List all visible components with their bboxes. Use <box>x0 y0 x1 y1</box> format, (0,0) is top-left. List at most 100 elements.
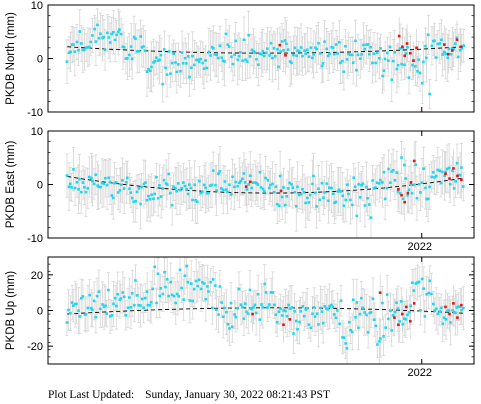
data-point <box>81 295 85 298</box>
data-point <box>325 307 328 310</box>
data-point <box>231 175 234 179</box>
data-point <box>162 178 166 182</box>
data-point <box>145 290 149 293</box>
data-point <box>441 170 444 174</box>
data-point <box>441 322 445 326</box>
data-point <box>403 317 406 320</box>
data-point <box>145 198 149 202</box>
data-point <box>321 321 325 325</box>
data-point <box>255 182 258 185</box>
red-data-point <box>452 167 455 170</box>
data-point <box>193 183 196 187</box>
data-point <box>143 296 147 300</box>
data-point <box>328 186 331 190</box>
data-point <box>396 63 400 67</box>
data-point <box>406 45 409 49</box>
data-point <box>196 284 200 288</box>
data-point <box>254 311 258 315</box>
y-tick-label: 10 <box>31 0 43 12</box>
y-axis-label: PKDB North (mm) <box>5 12 17 105</box>
data-point <box>279 307 282 311</box>
red-data-point <box>282 323 285 327</box>
data-point <box>148 303 152 307</box>
red-data-point <box>278 43 282 47</box>
data-point <box>318 198 322 202</box>
data-point <box>342 204 346 208</box>
y-axis-label: PKDB Up (mm) <box>5 271 17 350</box>
data-point <box>214 183 217 187</box>
data-point <box>293 310 296 313</box>
red-data-point <box>415 46 418 50</box>
data-point <box>170 293 174 297</box>
data-point <box>147 67 150 71</box>
data-point <box>264 51 268 55</box>
data-point <box>314 191 317 195</box>
data-point <box>75 181 79 184</box>
data-point <box>311 182 314 186</box>
data-point <box>269 183 272 187</box>
data-point <box>269 41 273 45</box>
data-point <box>158 58 161 62</box>
data-point <box>256 292 260 296</box>
data-point <box>163 270 166 274</box>
data-point <box>296 327 299 331</box>
data-point <box>114 181 118 184</box>
data-point <box>223 306 226 310</box>
data-point <box>234 180 237 184</box>
data-point <box>130 196 134 200</box>
data-point <box>374 61 378 65</box>
data-point <box>65 321 69 324</box>
data-point <box>363 47 367 51</box>
data-point <box>196 58 200 62</box>
data-point <box>81 48 85 52</box>
data-point <box>206 285 209 288</box>
data-point <box>167 50 171 53</box>
data-point <box>152 61 155 64</box>
data-point <box>113 38 117 42</box>
data-point <box>140 185 143 189</box>
data-point <box>252 306 255 309</box>
data-point <box>284 309 287 313</box>
data-point <box>140 46 144 49</box>
data-point <box>378 56 381 60</box>
data-point <box>110 194 114 197</box>
red-data-point <box>248 180 252 184</box>
data-point <box>146 303 150 307</box>
data-point <box>201 190 204 194</box>
red-data-point <box>397 323 400 327</box>
data-point <box>244 58 247 62</box>
panel-2: 10 0 -10 2022 PKDB East (mm) <box>5 126 475 253</box>
data-point <box>218 170 222 173</box>
data-point <box>91 179 94 183</box>
data-point <box>202 282 206 285</box>
data-point <box>112 30 115 34</box>
red-data-point <box>412 302 416 305</box>
data-point <box>180 186 184 190</box>
red-data-point <box>460 303 463 307</box>
data-point <box>430 175 434 179</box>
data-point <box>334 316 338 320</box>
data-point <box>128 53 131 57</box>
data-point <box>148 197 152 201</box>
data-point <box>204 186 208 190</box>
data-point <box>209 280 212 284</box>
data-point <box>396 190 400 193</box>
data-point <box>177 295 181 298</box>
data-point <box>107 176 111 180</box>
data-point <box>455 306 459 309</box>
data-point <box>110 32 114 36</box>
red-data-point <box>409 181 413 184</box>
data-point <box>351 203 354 207</box>
data-point <box>412 289 416 292</box>
data-point <box>250 186 254 190</box>
data-point <box>305 196 309 200</box>
data-point <box>340 59 344 63</box>
data-point <box>241 305 244 309</box>
data-point <box>129 306 133 309</box>
data-point <box>264 176 267 180</box>
data-point <box>444 318 448 321</box>
data-point <box>77 309 80 313</box>
data-point <box>449 321 452 324</box>
data-point <box>239 303 243 307</box>
data-point <box>102 35 106 39</box>
